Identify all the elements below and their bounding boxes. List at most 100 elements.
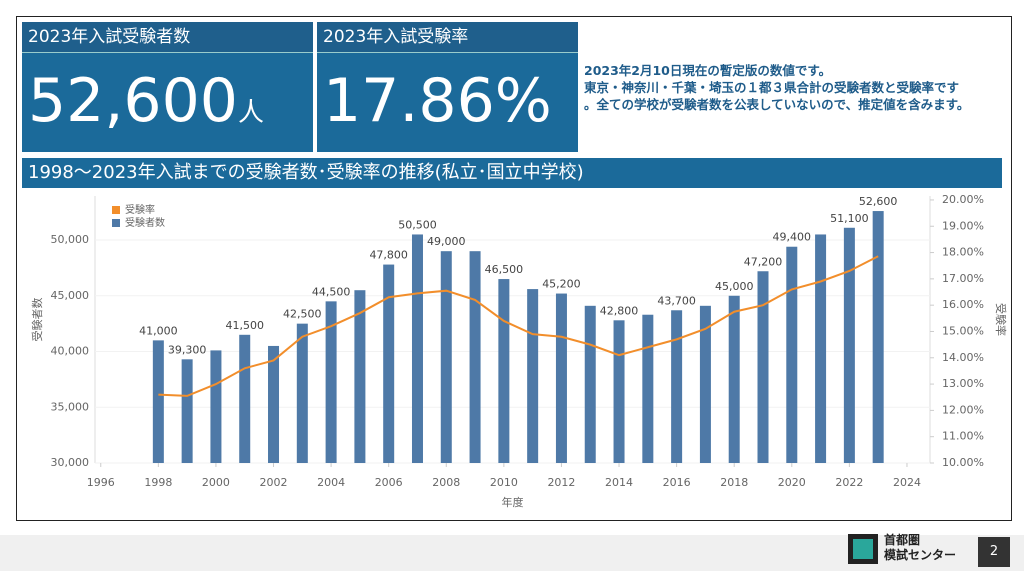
logo-inner — [853, 539, 873, 559]
bar — [671, 310, 683, 463]
bar — [757, 271, 769, 463]
x-tick-label: 2008 — [432, 476, 460, 489]
legend-label: 受験率 — [125, 203, 155, 216]
bar — [383, 264, 395, 463]
y2-tick-label: 14.00% — [942, 351, 984, 364]
bar — [613, 320, 625, 463]
x-tick-label: 2022 — [835, 476, 863, 489]
value-label: 52,600 — [859, 195, 898, 208]
y2-tick-label: 11.00% — [942, 430, 984, 443]
bar — [440, 251, 452, 463]
x-tick-label: 1998 — [144, 476, 172, 489]
legend-swatch — [112, 219, 120, 227]
value-label: 42,500 — [283, 308, 322, 321]
x-tick-label: 2004 — [317, 476, 345, 489]
value-label: 42,800 — [600, 304, 639, 317]
logo-text: 首都圏 模試センター — [884, 533, 956, 563]
bar — [584, 305, 596, 463]
bar — [555, 293, 567, 463]
y2-tick-label: 13.00% — [942, 377, 984, 390]
note-line: 。全ての学校が受験者数を公表していないので、推定値を含みます。 — [584, 97, 970, 112]
bar — [872, 211, 884, 463]
value-label: 41,000 — [139, 324, 178, 337]
x-tick-label: 2014 — [605, 476, 633, 489]
y-tick-label: 45,000 — [51, 289, 90, 302]
x-tick-label: 2010 — [490, 476, 518, 489]
y-tick-label: 50,000 — [51, 233, 90, 246]
y2-tick-label: 16.00% — [942, 298, 984, 311]
x-tick-label: 2020 — [778, 476, 806, 489]
y2-axis-title: 受験率 — [994, 303, 1008, 336]
value-label: 49,400 — [773, 231, 812, 244]
y2-tick-label: 17.00% — [942, 272, 984, 285]
logo-line: 模試センター — [884, 548, 957, 562]
y-axis-title: 受験者数 — [30, 298, 44, 342]
x-axis-title: 年度 — [502, 495, 524, 509]
bar — [699, 305, 711, 463]
y2-tick-label: 19.00% — [942, 219, 984, 232]
bar — [354, 290, 366, 463]
y2-tick-label: 12.00% — [942, 403, 984, 416]
x-tick-label: 2000 — [202, 476, 230, 489]
bar — [728, 295, 740, 463]
note: 2023年2月10日現在の暫定版の数値です。 東京・神奈川・千葉・埼玉の１都３県… — [584, 62, 1009, 113]
bar — [181, 359, 193, 463]
bar — [239, 334, 251, 463]
bar — [296, 323, 308, 463]
legend-swatch — [112, 206, 120, 214]
value-label: 45,200 — [542, 278, 581, 291]
value-label: 39,300 — [168, 343, 207, 356]
bar — [527, 289, 539, 463]
value-label: 49,000 — [427, 235, 466, 248]
bar — [642, 314, 654, 463]
bar — [786, 246, 798, 463]
value-label: 41,500 — [225, 319, 264, 332]
x-tick-label: 2018 — [720, 476, 748, 489]
chart-title: 1998～2023年入試までの受験者数･受験率の推移(私立･国立中学校) — [22, 158, 1002, 188]
value-label: 50,500 — [398, 218, 437, 231]
y-tick-label: 30,000 — [51, 456, 90, 469]
x-tick-label: 2016 — [663, 476, 691, 489]
bar — [325, 301, 337, 463]
y-tick-label: 35,000 — [51, 400, 90, 413]
bar — [268, 345, 280, 463]
bar — [843, 227, 855, 463]
kpi-card: 2023年入試受験者数 52,600人 — [22, 22, 313, 152]
value-label: 47,800 — [369, 249, 408, 262]
x-tick-label: 2002 — [260, 476, 288, 489]
value-label: 43,700 — [657, 294, 696, 307]
value-label: 44,500 — [312, 285, 351, 298]
value-label: 45,000 — [715, 280, 754, 293]
x-tick-label: 1996 — [87, 476, 115, 489]
legend-label: 受験者数 — [125, 216, 165, 229]
kpi-value: 17.86% — [323, 66, 552, 136]
logo-mark — [848, 534, 878, 564]
frame — [16, 16, 1012, 521]
x-tick-label: 2006 — [375, 476, 403, 489]
value-label: 51,100 — [830, 212, 869, 225]
kpi-label: 2023年入試受験者数 — [22, 22, 313, 53]
value-label: 46,500 — [485, 263, 524, 276]
bar — [498, 279, 510, 463]
bar — [469, 251, 481, 463]
kpi-value: 52,600人 — [22, 53, 313, 161]
x-tick-label: 2024 — [893, 476, 921, 489]
kpi-unit: 人 — [237, 98, 264, 128]
line — [158, 255, 879, 397]
note-line: 2023年2月10日現在の暫定版の数値です。 — [584, 63, 832, 78]
value-label: 47,200 — [744, 255, 783, 268]
kpi-label: 2023年入試受験率 — [317, 22, 578, 53]
page-number: 2 — [978, 537, 1010, 567]
y-tick-label: 40,000 — [51, 345, 90, 358]
x-tick-label: 2012 — [547, 476, 575, 489]
bar — [411, 234, 423, 463]
bar — [152, 340, 164, 463]
y2-tick-label: 18.00% — [942, 246, 984, 259]
bar — [210, 350, 222, 463]
logo-line: 首都圏 — [884, 533, 921, 547]
bar — [815, 234, 827, 463]
kpi-number: 52,600 — [28, 66, 238, 136]
kpi-card: 2023年入試受験率 17.86% — [317, 22, 578, 152]
